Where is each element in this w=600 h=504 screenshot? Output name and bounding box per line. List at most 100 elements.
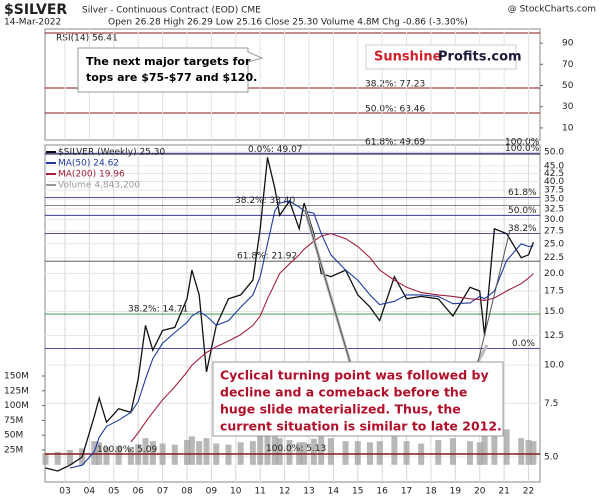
- x-tick-label: 04: [84, 487, 96, 497]
- volume-bar: [530, 441, 537, 465]
- rsi-tick-label: 30: [562, 102, 574, 112]
- rsi-tick-label: 90: [562, 39, 574, 49]
- volume-bar: [491, 426, 498, 465]
- y-tick-label: 17.5: [544, 287, 564, 297]
- x-tick-label: 16: [376, 487, 388, 497]
- volume-bar: [213, 443, 220, 465]
- annotation-text: current situation is similar to late 201…: [220, 419, 502, 434]
- y-tick-label: 12.5: [544, 331, 564, 341]
- volume-bar: [196, 441, 203, 465]
- x-tick-label: 08: [181, 487, 193, 497]
- volume-bar: [318, 432, 325, 465]
- volume-bar: [342, 441, 349, 465]
- x-tick-label: 11: [254, 487, 265, 497]
- volume-bar: [127, 447, 134, 465]
- fib-label: 61.8%: [508, 188, 537, 198]
- y-tick-label: 32.5: [544, 205, 564, 215]
- y2-tick-label: 150M: [4, 371, 29, 381]
- volume-bar: [525, 439, 532, 465]
- y-tick-label: 15.0: [544, 307, 564, 317]
- volume-bar: [481, 432, 488, 465]
- quote: Open 26.28 High 26.29 Low 25.16 Close 25…: [108, 18, 468, 28]
- volume-bar: [449, 438, 456, 465]
- volume-bar: [249, 441, 256, 465]
- x-tick-label: 14: [328, 487, 340, 497]
- y-tick-label: 25.0: [544, 239, 564, 249]
- callout-line: [476, 344, 489, 363]
- legend-label: Volume 4,843,200: [58, 181, 140, 191]
- y-tick-label: 7.5: [544, 399, 558, 409]
- y-tick-label: 27.5: [544, 227, 564, 237]
- volume-bar: [310, 438, 317, 465]
- volume-bar: [271, 432, 278, 465]
- date: 14-Mar-2022: [4, 18, 61, 28]
- legend-label: $SILVER (Weekly) 25.30: [58, 148, 165, 158]
- source: @ StockCharts.com: [508, 5, 596, 15]
- x-tick-label: 06: [132, 487, 144, 497]
- annotation-box: [77, 47, 264, 93]
- series-line: [130, 233, 534, 443]
- volume-bar: [66, 450, 73, 465]
- x-tick-label: 10: [230, 487, 242, 497]
- callout-line: [304, 209, 351, 363]
- fib-label: 50.0%: [508, 206, 537, 216]
- fib-label: 100.0%: [505, 138, 540, 148]
- volume-bar: [518, 438, 525, 465]
- volume-bar: [418, 443, 425, 465]
- y-tick-label: 20.0: [544, 269, 564, 279]
- annotation-box: [212, 361, 504, 437]
- legend-label: MA(50) 24.62: [58, 159, 119, 169]
- volume-bar: [188, 436, 195, 465]
- x-tick-label: 12: [279, 487, 290, 497]
- volume-bar: [403, 441, 410, 465]
- fib-label: 38.2%: 77.23: [365, 80, 425, 90]
- logo-sunshine: Sunshine: [374, 50, 442, 65]
- x-tick-label: 13: [303, 487, 314, 497]
- x-tick-label: 15: [352, 487, 363, 497]
- annotation-text: decline and a comeback before the: [220, 385, 467, 400]
- volume-bar: [391, 436, 398, 465]
- y-tick-label: 22.5: [544, 253, 564, 263]
- volume-bar: [54, 451, 61, 465]
- volume-bar: [503, 429, 510, 465]
- volume-bar: [149, 441, 156, 465]
- fib-label: 0.0%: [512, 339, 535, 349]
- legend-label: MA(200) 19.96: [58, 170, 125, 180]
- fib-label: 100.0%: 5.13: [266, 444, 326, 454]
- price-panel: [44, 144, 541, 483]
- volume-bar: [257, 434, 264, 465]
- fib-label: 50.0%: 63.46: [365, 105, 426, 115]
- annotation-text: huge slide materialized. Thus, the: [220, 402, 461, 417]
- annotation-text: tops are $75-$77 and $120.: [86, 71, 257, 84]
- x-tick-label: 22: [523, 487, 534, 497]
- volume-bar: [159, 443, 166, 465]
- y-tick-label: 42.5: [544, 169, 564, 179]
- chart-title: $SILVER: [4, 2, 67, 18]
- rsi-tick-label: 10: [562, 123, 574, 133]
- y-tick-label: 45.0: [544, 161, 564, 171]
- annotation-text: The next major targets for: [86, 55, 251, 68]
- y2-tick-label: 25M: [4, 446, 23, 456]
- volume-bar: [327, 438, 334, 465]
- x-tick-label: 07: [157, 487, 168, 497]
- volume-bar: [435, 439, 442, 465]
- logo-box: [365, 44, 517, 70]
- fib-label: 100.0%: [505, 144, 540, 154]
- y-tick-label: 35.0: [544, 195, 564, 205]
- x-tick-label: 09: [206, 487, 218, 497]
- volume-bar: [42, 452, 49, 465]
- y2-tick-label: 100M: [4, 401, 29, 411]
- x-tick-label: 19: [450, 487, 462, 497]
- volume-bar: [286, 439, 293, 465]
- x-tick-label: 21: [498, 487, 509, 497]
- x-tick-label: 05: [108, 487, 119, 497]
- fib-label: 61.8%: 21.92: [237, 252, 297, 262]
- volume-bar: [276, 438, 283, 465]
- y2-tick-label: 125M: [4, 386, 29, 396]
- x-tick-label: 03: [59, 487, 70, 497]
- y-tick-label: 5.0: [544, 452, 559, 462]
- rsi-tick-label: 70: [562, 60, 574, 70]
- volume-bar: [142, 438, 149, 465]
- annotation-text: Cyclical turning point was followed by: [220, 368, 489, 383]
